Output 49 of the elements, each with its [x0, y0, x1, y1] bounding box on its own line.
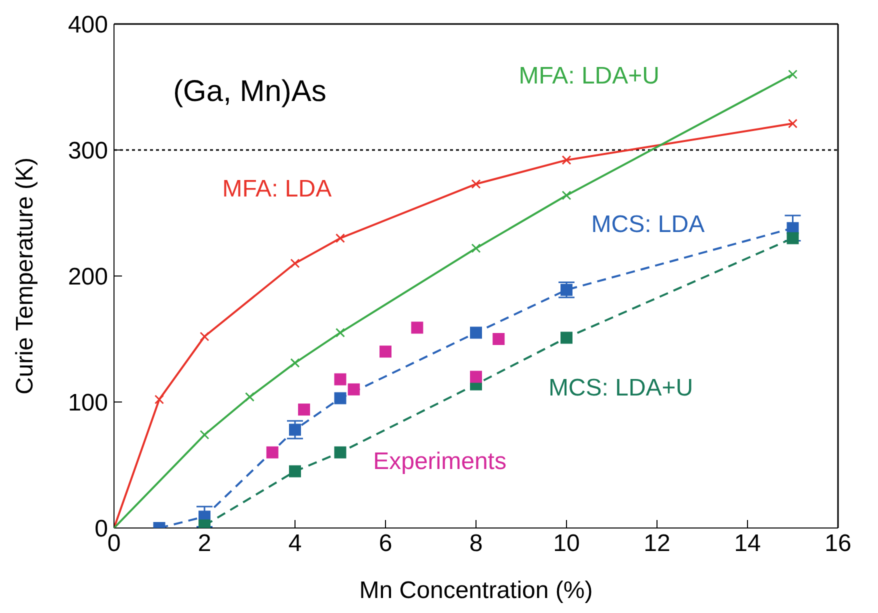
y-tick-label: 400 — [68, 12, 108, 39]
point — [786, 232, 799, 244]
x-tick-label: 12 — [644, 530, 670, 558]
text: MFA: LDA+U — [518, 62, 660, 90]
point — [334, 373, 346, 386]
x-tick-label: 6 — [378, 530, 392, 558]
point — [245, 392, 254, 402]
point — [471, 179, 481, 189]
point — [492, 333, 505, 345]
x-axis-title: Mn Concentration (%) — [359, 577, 593, 604]
y-tick-label: 100 — [68, 390, 108, 417]
point — [380, 346, 392, 358]
point — [266, 446, 278, 458]
point — [200, 430, 210, 440]
point — [348, 383, 360, 396]
y-axis-title: Curie Temperature (K) — [12, 158, 39, 394]
point — [336, 328, 345, 338]
x-tick-label: 8 — [469, 530, 483, 558]
point — [154, 394, 164, 404]
point — [298, 404, 310, 416]
point — [471, 244, 481, 254]
point — [788, 118, 798, 128]
point — [334, 446, 346, 458]
point — [562, 155, 572, 165]
point — [470, 326, 482, 339]
series-label: MCS: LDA+U — [548, 374, 694, 402]
text: Experiments — [373, 448, 506, 475]
y-tick-label: 300 — [68, 138, 108, 165]
point — [562, 190, 572, 200]
x-tick-label: 2 — [198, 530, 212, 558]
point — [411, 322, 424, 334]
point — [290, 258, 300, 268]
x-tick-label: 14 — [734, 530, 761, 558]
point — [334, 392, 346, 404]
point — [289, 424, 301, 436]
annotation: (Ga, Mn)As — [173, 75, 326, 108]
point — [560, 284, 572, 296]
x-tick-label: 16 — [824, 530, 852, 558]
series-label: MFA: LDA — [222, 176, 332, 203]
x-tick-label: 4 — [288, 530, 302, 558]
point — [289, 465, 301, 478]
x-tick-label: 10 — [553, 530, 580, 558]
y-tick-label: 200 — [68, 264, 108, 291]
point — [470, 370, 482, 383]
point — [336, 233, 345, 243]
point — [788, 70, 798, 80]
series-label: MCS: LDA — [591, 210, 705, 238]
point — [560, 332, 572, 344]
point — [290, 358, 300, 368]
